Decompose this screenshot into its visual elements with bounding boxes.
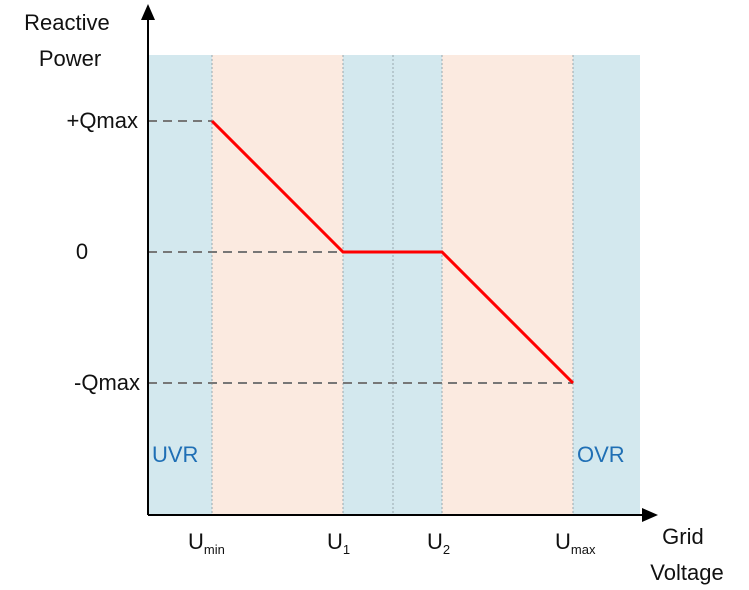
y-axis-title-line2: Power [39,46,101,71]
droop-zone-high [442,55,573,515]
x-tick-umax: Umax [555,529,596,557]
reactive-power-curve [210,119,575,385]
x-tick-umin-sub: min [204,542,225,557]
uvr-region-label: UVR [152,442,198,467]
y-axis-title-line1: Reactive [24,10,110,35]
x-tick-u1-sub: 1 [343,542,350,557]
x-axis-title-line1: Grid [662,524,704,549]
x-axis-title: Grid Voltage [650,524,723,585]
uvr-zone [148,55,212,515]
x-tick-umax-main: U [555,529,571,554]
x-tick-umin: Umin [188,529,225,557]
x-tick-u2-main: U [427,529,443,554]
ovr-zone [573,55,640,515]
x-tick-umax-sub: max [571,542,596,557]
y-axis-title: Reactive Power [24,10,116,71]
y-tick-qmax-pos: +Qmax [66,108,138,133]
x-tick-u2: U2 [427,529,450,557]
ovr-region-label: OVR [577,442,625,467]
y-axis-arrowhead [141,4,155,20]
x-tick-u1-main: U [327,529,343,554]
x-tick-u1: U1 [327,529,350,557]
x-axis-arrowhead [642,508,658,522]
x-tick-u2-sub: 2 [443,542,450,557]
x-axis-title-line2: Voltage [650,560,723,585]
droop-zone-low [212,55,343,515]
x-tick-umin-main: U [188,529,204,554]
y-tick-zero: 0 [76,239,88,264]
y-tick-qmax-neg: -Qmax [74,370,140,395]
